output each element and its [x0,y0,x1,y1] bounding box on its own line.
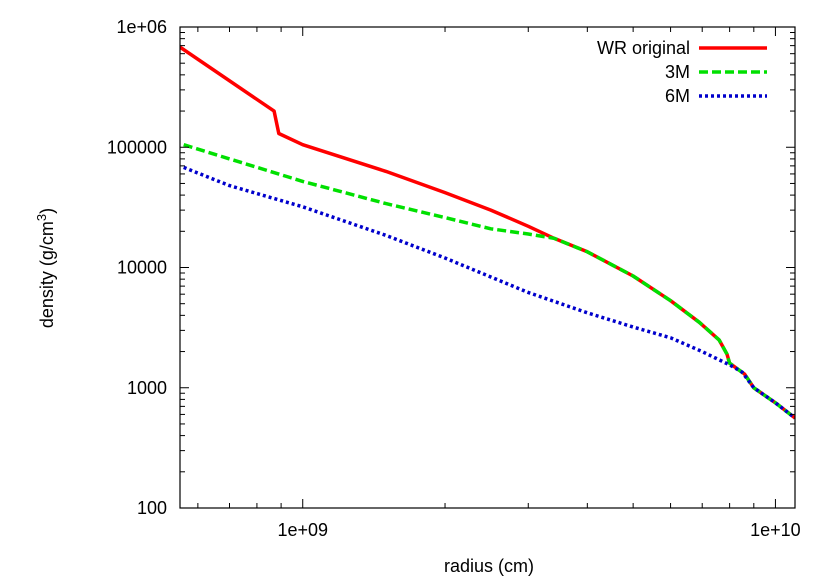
series-line-wr-original [180,45,795,420]
y-tick-label: 100 [137,498,167,518]
x-axis-label: radius (cm) [444,556,534,576]
x-tick-label: 1e+10 [750,520,801,540]
legend-label-6m: 6M [665,86,690,106]
y-tick-label: 1000 [127,378,167,398]
y-axis-label-close: ) [37,208,57,214]
y-axis-label-main: density (g/cm [37,221,57,328]
y-tick-label: 100000 [107,137,167,157]
x-tick-label: 1e+09 [277,520,328,540]
y-axis-label: density (g/cm3) [34,208,57,328]
y-tick-label: 10000 [117,258,167,278]
y-tick-label: 1e+06 [116,17,167,37]
legend-label-3m: 3M [665,62,690,82]
y-axis-label-superscript: 3 [34,214,49,221]
series-line-3m [183,143,795,420]
legend-label-wr-original: WR original [597,38,690,58]
legend: WR original 3M 6M [597,38,767,106]
series-layer [180,45,795,420]
series-line-6m [183,165,795,420]
plot-frame [179,26,796,509]
ticks-layer: 100 1000 10000 100000 1e+06 1e+09 1e+10 [107,17,801,540]
